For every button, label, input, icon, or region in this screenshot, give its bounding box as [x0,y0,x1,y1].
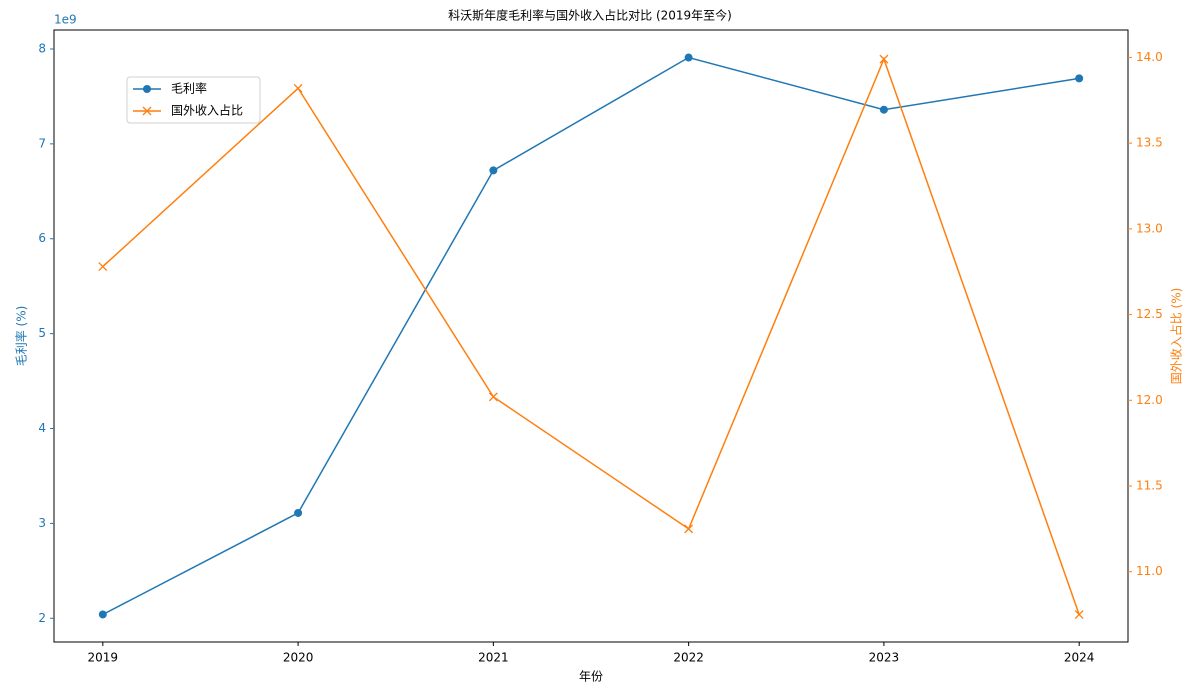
y2-axis-label: 国外收入占比 (%) [1169,288,1184,385]
x-tick-label: 2019 [88,651,119,665]
y-tick-label: 7 [38,136,46,150]
point [98,262,108,272]
chart-title: 科沃斯年度毛利率与国外收入占比对比 (2019年至今) [448,8,732,23]
point [879,105,888,114]
legend-label: 毛利率 [171,81,207,96]
y2-tick-label: 11.0 [1136,564,1163,578]
y-tick-label: 3 [38,516,46,530]
point [684,53,693,62]
y2-tick-label: 11.5 [1136,479,1163,493]
legend-marker [142,106,152,116]
y-axis-label: 毛利率 (%) [14,306,29,367]
y2-tick-label: 12.5 [1136,307,1163,321]
y2-tick-label: 14.0 [1136,50,1163,64]
point [488,392,498,402]
x-axis-label: 年份 [579,670,603,684]
y-tick-label: 5 [38,326,46,340]
series-line [102,56,1080,616]
y-tick-label: 6 [38,231,46,245]
x-tick-label: 2020 [283,651,314,665]
y2-tick-label: 13.0 [1136,221,1163,235]
x-tick-label: 2024 [1064,651,1095,665]
series-line [102,57,1080,615]
y-tick-label: 2 [38,611,46,625]
point [1074,610,1084,620]
point [98,610,107,619]
x-tick-label: 2021 [478,651,509,665]
point [293,83,303,93]
point [879,54,889,64]
point [294,508,303,517]
y2-tick-label: 12.0 [1136,393,1163,407]
point [1075,74,1084,83]
plot-frame [53,29,1129,643]
point [489,166,498,175]
x-tick-label: 2022 [673,651,704,665]
y-offset-label: 1e9 [54,13,77,27]
y-tick-label: 4 [38,421,46,435]
y2-tick-label: 13.5 [1136,136,1163,150]
y-tick-label: 8 [38,41,46,55]
legend-label: 国外收入占比 [171,103,243,118]
point [684,524,694,534]
x-tick-label: 2023 [869,651,900,665]
legend-marker [143,85,151,93]
